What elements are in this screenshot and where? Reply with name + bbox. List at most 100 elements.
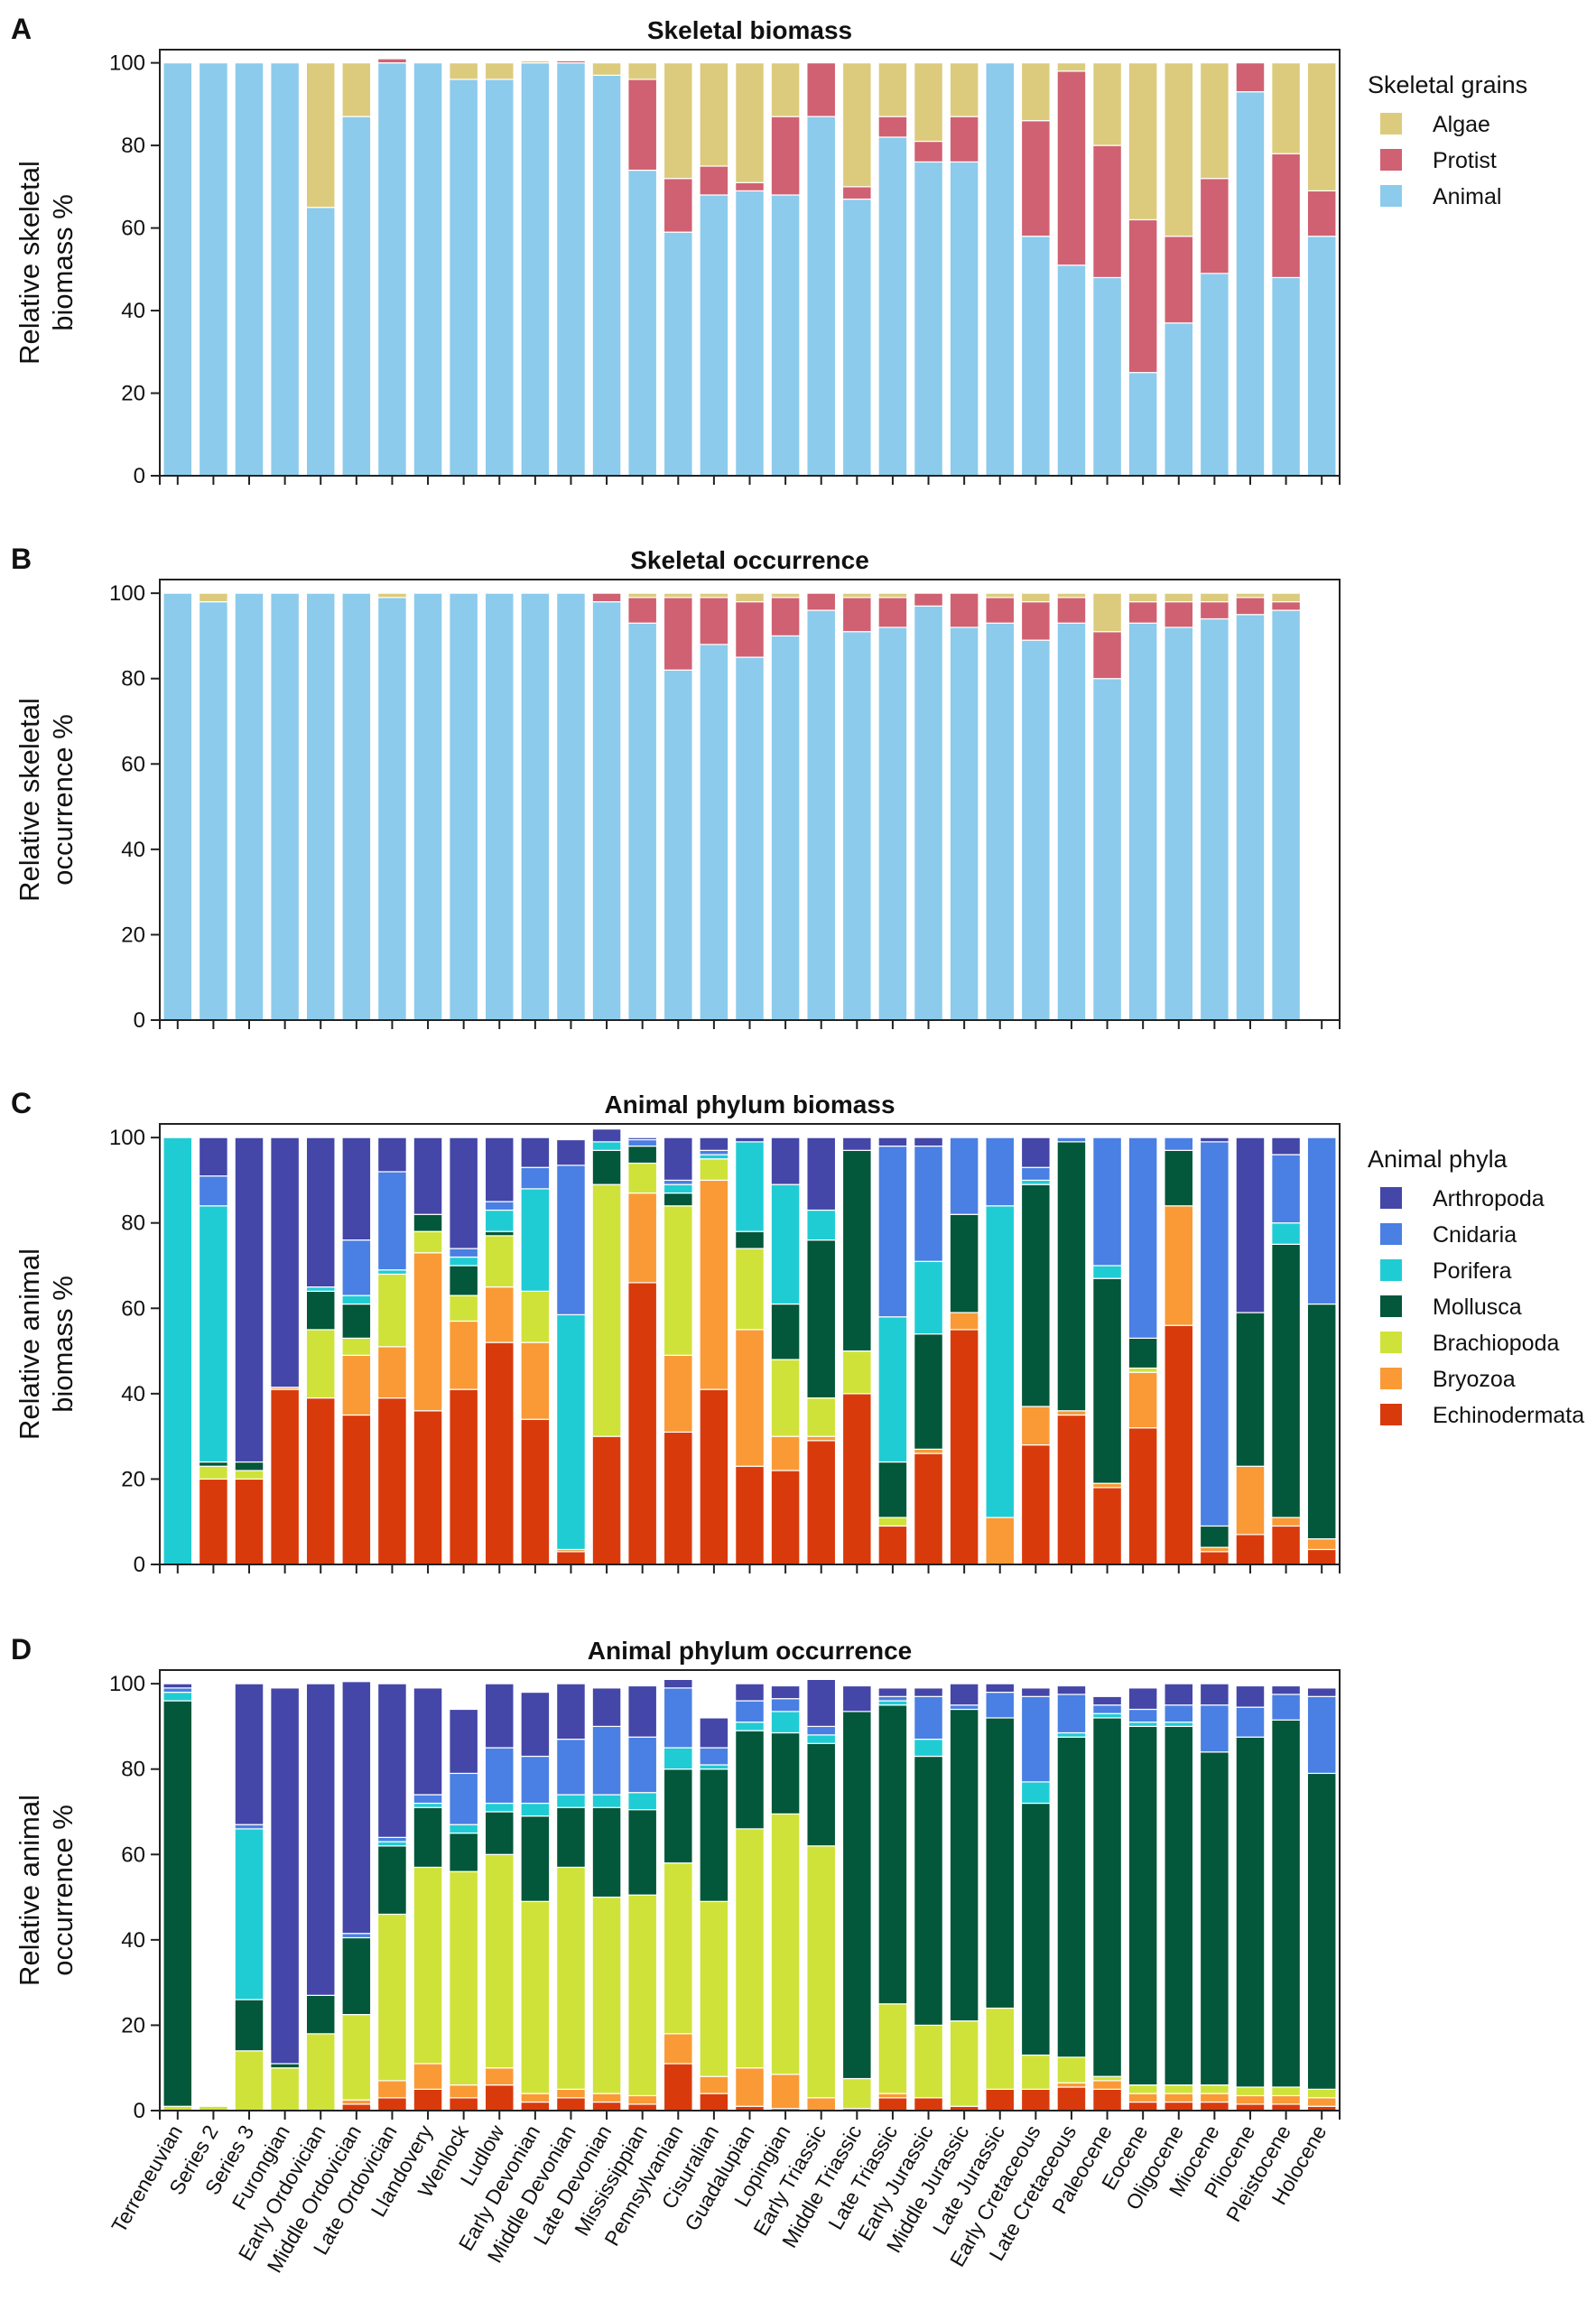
bar-d-cisuralian-arthropoda xyxy=(699,1717,729,1749)
bar-d-terreneuvian-porifera xyxy=(162,1691,193,1702)
bar-c-wenlock-echinodermata xyxy=(449,1388,479,1565)
bar-a-paleocene-animal xyxy=(1092,276,1122,477)
bar-c-late-ordovician-arthropoda xyxy=(377,1137,407,1173)
bar-d-paleocene-mollusca xyxy=(1092,1717,1122,2077)
bar-d-miocene-cnidaria xyxy=(1199,1704,1229,1753)
bar-a-mississippian-protist xyxy=(627,79,658,172)
bar-d-llandovery-porifera xyxy=(413,1802,443,1808)
legend-label-protist: Protist xyxy=(1433,148,1497,173)
bar-d-pliocene-echinodermata xyxy=(1235,2103,1266,2111)
y-tick-label: 0 xyxy=(134,1553,145,1577)
bar-c-late-ordovician-echinodermata xyxy=(377,1397,407,1565)
y-tick-label: 80 xyxy=(121,134,145,158)
bar-d-pliocene-bryozoa xyxy=(1235,2094,1266,2105)
bar-d-paleocene-brachiopoda xyxy=(1092,2075,1122,2082)
bar-b-middle-jurassic-protist xyxy=(949,592,979,628)
bar-c-cisuralian-echinodermata xyxy=(699,1388,729,1565)
bar-c-middle-ordovician-mollusca xyxy=(341,1303,372,1339)
bar-a-series-3-animal xyxy=(234,62,264,477)
bar-a-miocene-algae xyxy=(1199,62,1229,180)
bar-c-early-triassic-arthropoda xyxy=(806,1137,837,1211)
bar-d-late-cretaceous-bryozoa xyxy=(1056,2082,1087,2088)
legend-swatch-protist xyxy=(1380,149,1402,171)
bar-c-early-ordovician-mollusca xyxy=(305,1290,336,1331)
bar-d-lopingian-bryozoa xyxy=(770,2074,801,2110)
bar-d-guadalupian-brachiopoda xyxy=(735,1828,765,2069)
bar-d-middle-devonian-arthropoda xyxy=(556,1683,586,1740)
y-axis-label-line: Relative skeletal xyxy=(14,698,45,902)
bar-c-late-cretaceous-mollusca xyxy=(1056,1141,1087,1412)
bar-a-terreneuvian-animal xyxy=(162,62,193,477)
bar-a-early-cretaceous-animal xyxy=(1020,236,1051,477)
bar-d-oligocene-arthropoda xyxy=(1164,1683,1194,1706)
bar-c-series-2-arthropoda xyxy=(198,1137,228,1177)
bar-d-middle-devonian-mollusca xyxy=(556,1806,586,1869)
bar-b-late-triassic-algae xyxy=(877,592,908,599)
bar-c-furongian-echinodermata xyxy=(270,1388,301,1565)
bar-c-paleocene-echinodermata xyxy=(1092,1487,1122,1565)
bar-c-early-devonian-brachiopoda xyxy=(520,1290,551,1343)
bar-d-late-devonian-brachiopoda xyxy=(591,1896,622,2094)
bar-c-lopingian-porifera xyxy=(770,1183,801,1305)
bar-b-eocene-animal xyxy=(1127,622,1158,1021)
bar-d-series-3-cnidaria xyxy=(234,1824,264,1830)
y-axis-label-line: Relative skeletal xyxy=(14,161,45,365)
bar-c-late-cretaceous-echinodermata xyxy=(1056,1414,1087,1565)
legend-swatch-animal xyxy=(1380,185,1402,207)
bar-d-early-jurassic-arthropoda xyxy=(914,1687,943,1697)
bar-d-middle-ordovician-echinodermata xyxy=(341,2103,372,2111)
bar-c-late-jurassic-cnidaria xyxy=(985,1137,1016,1207)
bar-d-middle-triassic-arthropoda xyxy=(841,1685,872,1712)
bar-c-early-ordovician-porifera xyxy=(305,1286,336,1292)
bar-d-miocene-echinodermata xyxy=(1199,2101,1229,2111)
bar-b-cisuralian-animal xyxy=(699,644,729,1021)
bar-c-early-ordovician-echinodermata xyxy=(305,1397,336,1565)
bar-c-holocene-cnidaria xyxy=(1306,1137,1337,1305)
bar-d-pliocene-arthropoda xyxy=(1235,1685,1266,1708)
bar-d-mississippian-mollusca xyxy=(627,1809,658,1896)
bar-d-mississippian-bryozoa xyxy=(627,2094,658,2105)
bar-b-pennsylvanian-algae xyxy=(663,592,693,599)
bar-c-eocene-bryozoa xyxy=(1127,1371,1158,1429)
y-tick-label: 100 xyxy=(109,1672,145,1696)
bar-b-middle-jurassic-animal xyxy=(949,626,979,1021)
bar-c-middle-ordovician-echinodermata xyxy=(341,1414,372,1565)
legend-label-bryozoa: Bryozoa xyxy=(1433,1367,1516,1392)
bar-d-late-jurassic-cnidaria xyxy=(985,1691,1016,1719)
bar-d-early-jurassic-porifera xyxy=(914,1738,943,1758)
y-tick-label: 100 xyxy=(109,1126,145,1150)
bars-a xyxy=(162,58,1337,477)
bar-c-early-jurassic-arthropoda xyxy=(914,1137,943,1147)
y-axis-label-line: Relative animal xyxy=(14,1248,45,1440)
bar-c-pennsylvanian-echinodermata xyxy=(663,1431,693,1565)
bar-d-early-triassic-arthropoda xyxy=(806,1678,837,1728)
bar-d-early-triassic-cnidaria xyxy=(806,1725,837,1736)
bar-d-ludlow-porifera xyxy=(484,1802,515,1813)
bar-a-paleocene-algae xyxy=(1092,62,1122,146)
bar-c-wenlock-brachiopoda xyxy=(449,1295,479,1323)
bar-b-guadalupian-animal xyxy=(735,656,765,1021)
bar-c-oligocene-echinodermata xyxy=(1164,1324,1194,1565)
bar-c-pleistocene-echinodermata xyxy=(1271,1525,1302,1565)
bar-c-ludlow-mollusca xyxy=(484,1230,515,1237)
bar-d-oligocene-echinodermata xyxy=(1164,2101,1194,2111)
bar-d-wenlock-bryozoa xyxy=(449,2084,479,2099)
bar-c-early-devonian-arthropoda xyxy=(520,1137,551,1168)
bar-c-wenlock-cnidaria xyxy=(449,1248,479,1258)
bar-c-llandovery-echinodermata xyxy=(413,1410,443,1565)
bar-d-early-cretaceous-porifera xyxy=(1020,1781,1051,1805)
bar-d-pennsylvanian-echinodermata xyxy=(663,2063,693,2111)
bar-b-late-ordovician-animal xyxy=(377,597,407,1021)
bar-b-paleocene-protist xyxy=(1092,631,1122,680)
bar-d-holocene-mollusca xyxy=(1306,1772,1337,2090)
bar-b-cisuralian-algae xyxy=(699,592,729,599)
bar-d-guadalupian-mollusca xyxy=(735,1730,765,1830)
bar-a-early-jurassic-algae xyxy=(914,62,943,143)
bar-c-late-triassic-arthropoda xyxy=(877,1137,908,1147)
bar-c-mississippian-echinodermata xyxy=(627,1282,658,1565)
bar-a-late-cretaceous-animal xyxy=(1056,265,1087,477)
bar-d-middle-triassic-mollusca xyxy=(841,1711,872,2080)
bar-b-paleocene-algae xyxy=(1092,592,1122,633)
bar-b-pliocene-algae xyxy=(1235,592,1266,599)
bar-c-mississippian-brachiopoda xyxy=(627,1162,658,1194)
